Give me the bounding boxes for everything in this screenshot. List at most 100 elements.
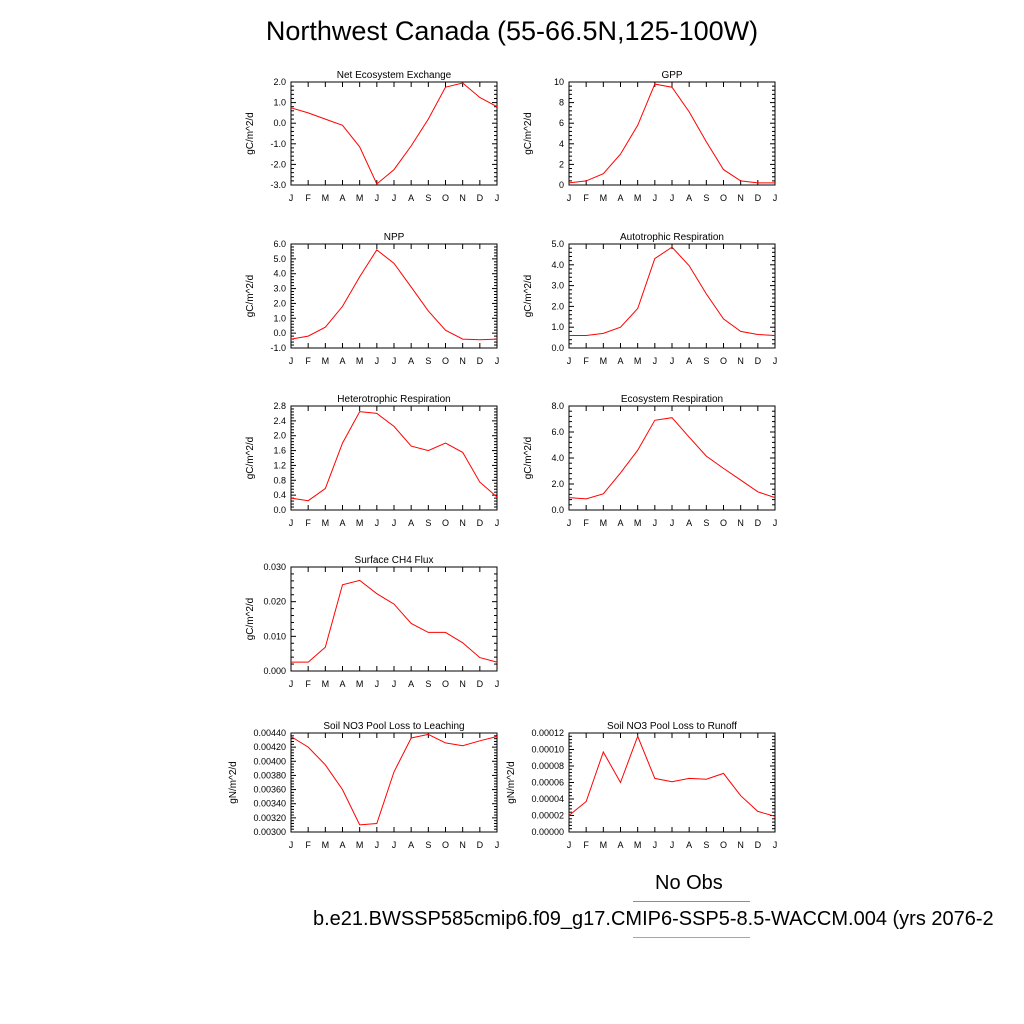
- y-tick-label: -3.0: [270, 180, 286, 190]
- x-tick-label: O: [442, 840, 449, 850]
- x-tick-label: A: [686, 518, 692, 528]
- y-tick-label: 0.010: [263, 631, 286, 641]
- y-tick-label: 3.0: [551, 281, 564, 291]
- x-tick-label: A: [408, 356, 414, 366]
- series-line: [291, 579, 498, 663]
- y-tick-label: -2.0: [270, 159, 286, 169]
- x-tick-label: J: [495, 679, 500, 689]
- y-tick-label: 10: [554, 77, 564, 87]
- y-tick-label: 1.0: [551, 322, 564, 332]
- legend-obs-label: No Obs: [655, 872, 723, 894]
- series-line: [290, 733, 498, 826]
- y-axis-label: gC/m^2/d: [245, 598, 256, 641]
- x-tick-label: J: [392, 840, 397, 850]
- x-tick-label: F: [583, 356, 589, 366]
- chart-title: Autotrophic Respiration: [620, 232, 724, 243]
- x-tick-label: M: [322, 679, 330, 689]
- x-tick-label: J: [375, 840, 380, 850]
- chart-title: Heterotrophic Respiration: [337, 394, 450, 405]
- x-tick-label: O: [442, 193, 449, 203]
- x-tick-label: J: [567, 193, 572, 203]
- y-tick-label: 0.0: [551, 343, 564, 353]
- series-line: [569, 246, 776, 336]
- x-tick-label: A: [339, 840, 345, 850]
- series-line: [568, 734, 776, 817]
- chart-title: Net Ecosystem Exchange: [337, 70, 452, 81]
- y-tick-label: 0.00320: [253, 813, 286, 823]
- x-tick-label: J: [392, 193, 397, 203]
- y-tick-label: 3.0: [273, 284, 286, 294]
- x-tick-label: J: [653, 193, 658, 203]
- y-tick-label: 0.00000: [531, 827, 564, 837]
- y-axis-label: gC/m^2/d: [523, 275, 534, 318]
- y-tick-label: 2.0: [273, 431, 286, 441]
- x-tick-label: J: [670, 356, 675, 366]
- x-tick-label: A: [408, 193, 414, 203]
- y-tick-label: 0.00006: [531, 778, 564, 788]
- series-line: [568, 83, 775, 184]
- series-line: [290, 82, 498, 185]
- y-tick-label: 2.0: [273, 298, 286, 308]
- y-tick-label: 0.00400: [253, 756, 286, 766]
- x-tick-label: A: [617, 840, 623, 850]
- y-tick-label: 0.00008: [531, 761, 564, 771]
- x-tick-label: J: [392, 356, 397, 366]
- x-tick-label: O: [720, 840, 727, 850]
- y-tick-label: 5.0: [273, 254, 286, 264]
- x-tick-label: J: [375, 518, 380, 528]
- x-tick-label: O: [720, 193, 727, 203]
- x-tick-label: D: [477, 840, 484, 850]
- x-tick-label: J: [567, 356, 572, 366]
- x-tick-label: M: [322, 840, 330, 850]
- x-tick-label: J: [289, 193, 294, 203]
- y-tick-label: 0.00380: [253, 770, 286, 780]
- x-tick-label: O: [442, 518, 449, 528]
- y-tick-label: 0.020: [263, 597, 286, 607]
- x-tick-label: M: [600, 518, 608, 528]
- x-tick-label: J: [495, 193, 500, 203]
- x-tick-label: J: [495, 518, 500, 528]
- legend-run-label: b.e21.BWSSP585cmip6.f09_g17.CMIP6-SSP5-8…: [313, 908, 994, 930]
- legend-run-line: [633, 937, 750, 938]
- plot-frame: [568, 81, 776, 186]
- x-tick-label: A: [408, 518, 414, 528]
- x-tick-label: J: [773, 193, 778, 203]
- y-tick-label: 2: [559, 159, 564, 169]
- x-tick-label: S: [703, 193, 709, 203]
- y-tick-label: 2.0: [551, 301, 564, 311]
- x-tick-label: M: [634, 193, 642, 203]
- x-tick-label: M: [356, 840, 364, 850]
- x-tick-label: N: [737, 356, 744, 366]
- x-tick-label: J: [495, 840, 500, 850]
- x-tick-label: F: [305, 193, 311, 203]
- x-tick-label: J: [375, 193, 380, 203]
- y-tick-label: 2.0: [551, 479, 564, 489]
- x-tick-label: J: [392, 518, 397, 528]
- y-tick-label: 6.0: [551, 427, 564, 437]
- x-tick-label: A: [339, 356, 345, 366]
- x-tick-label: M: [600, 840, 608, 850]
- y-tick-label: -1.0: [270, 139, 286, 149]
- x-tick-label: M: [634, 518, 642, 528]
- x-tick-label: D: [477, 679, 484, 689]
- page-title: Northwest Canada (55-66.5N,125-100W): [265, 16, 759, 46]
- x-tick-label: M: [356, 679, 364, 689]
- x-tick-label: F: [583, 840, 589, 850]
- x-tick-label: J: [670, 193, 675, 203]
- y-tick-label: 4.0: [551, 453, 564, 463]
- y-tick-label: 0.00360: [253, 785, 286, 795]
- plot-frame: [290, 566, 498, 672]
- x-tick-label: M: [634, 356, 642, 366]
- y-axis-label: gC/m^2/d: [245, 112, 256, 155]
- y-axis-label: gC/m^2/d: [245, 437, 256, 480]
- x-tick-label: S: [425, 518, 431, 528]
- x-tick-label: A: [617, 193, 623, 203]
- x-tick-label: J: [289, 518, 294, 528]
- y-tick-label: 6: [559, 118, 564, 128]
- x-tick-label: J: [289, 840, 294, 850]
- x-tick-label: J: [567, 518, 572, 528]
- y-tick-label: 0.00300: [253, 827, 286, 837]
- x-tick-label: N: [459, 840, 466, 850]
- y-tick-label: 2.4: [273, 416, 286, 426]
